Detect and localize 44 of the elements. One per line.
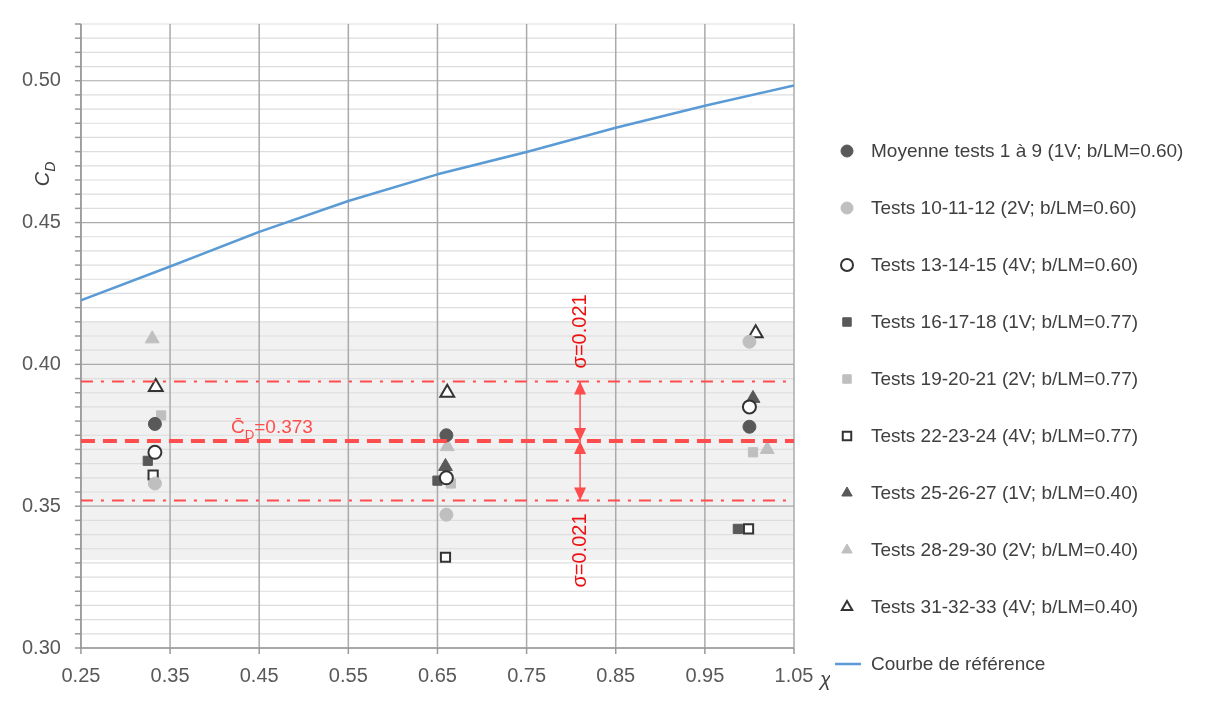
point — [742, 334, 757, 349]
x-tick-label: 0.25 — [61, 663, 101, 686]
annotation: σ=0.021 — [567, 294, 590, 369]
legend-label: Tests 19-20-21 (2V; b/LM=0.77) — [871, 368, 1139, 390]
x-tick-label: 1.05 — [774, 663, 814, 686]
point — [144, 330, 160, 344]
point — [438, 470, 454, 486]
x-tick-label: 0.45 — [239, 663, 279, 686]
legend-label: Tests 28-29-30 (2V; b/LM=0.40) — [871, 539, 1139, 561]
y-tick-label: 0.35 — [21, 493, 61, 516]
x-tick-label: 0.35 — [150, 663, 190, 686]
point — [439, 428, 454, 443]
point — [147, 378, 164, 393]
point — [742, 419, 757, 434]
y-tick-label: 0.50 — [21, 68, 61, 91]
x-tick-label: 0.85 — [596, 663, 636, 686]
point — [747, 447, 759, 458]
legend-label: Courbe de référence — [871, 653, 1046, 675]
x-tick-label: 0.55 — [328, 663, 368, 686]
point — [439, 507, 454, 522]
legend-label: Tests 25-26-27 (1V; b/LM=0.40) — [871, 482, 1139, 504]
point — [147, 476, 162, 491]
point — [147, 444, 163, 460]
legend-label: Tests 10-11-12 (2V; b/LM=0.60) — [871, 197, 1137, 219]
legend-label: Tests 22-23-24 (4V; b/LM=0.77) — [871, 425, 1139, 447]
point — [732, 523, 743, 534]
x-tick-label: 0.95 — [685, 663, 725, 686]
legend-label: Tests 16-17-18 (1V; b/LM=0.77) — [871, 311, 1139, 333]
legend-label: Tests 31-32-33 (4V; b/LM=0.40) — [871, 596, 1139, 618]
y-tick-label: 0.40 — [21, 351, 61, 374]
legend-label: Tests 13-14-15 (4V; b/LM=0.60) — [871, 254, 1139, 276]
legend-label: Moyenne tests 1 à 9 (1V; b/LM=0.60) — [871, 140, 1184, 162]
annotation: σ=0.021 — [567, 513, 590, 588]
point — [439, 551, 452, 563]
point — [742, 523, 755, 535]
x-tick-label: 0.75 — [507, 663, 547, 686]
y-axis-title: CD — [30, 161, 58, 187]
y-tick-label: 0.30 — [21, 635, 61, 658]
point — [156, 410, 167, 421]
point — [741, 399, 757, 415]
point — [147, 416, 162, 431]
point — [439, 383, 456, 398]
y-tick-label: 0.45 — [21, 210, 61, 233]
x-tick-label: 0.65 — [417, 663, 457, 686]
